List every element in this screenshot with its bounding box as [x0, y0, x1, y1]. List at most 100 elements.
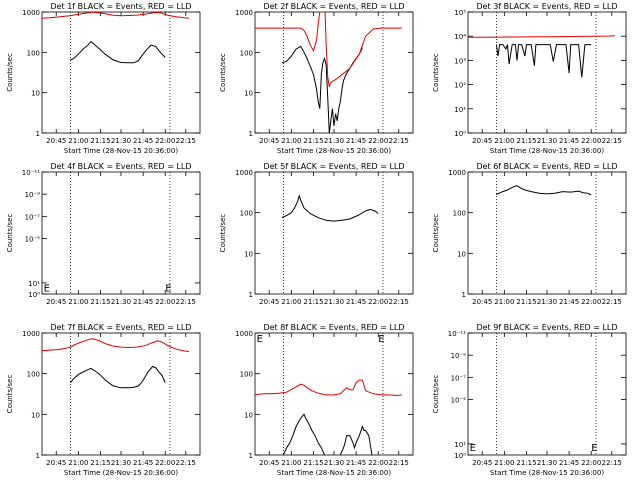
- panel-title: Det 9f BLACK = Events, RED = LLD: [476, 323, 617, 332]
- x-tick-label: 21:15: [90, 137, 110, 145]
- marker-label: E: [44, 284, 50, 295]
- y-tick-label: 10⁰: [454, 130, 466, 138]
- x-axis-label: Start Time (28-Nov-15 20:36:00): [64, 469, 178, 477]
- x-tick-label: 21:45: [559, 459, 579, 467]
- x-tick-label: 21:45: [133, 298, 153, 306]
- x-tick-label: 21:45: [346, 298, 366, 306]
- x-tick-label: 20:45: [472, 459, 492, 467]
- x-tick-label: 21:30: [324, 137, 344, 145]
- lld-series-line: [42, 338, 189, 352]
- x-tick-label: 22:00: [368, 298, 388, 306]
- events-series-line: [70, 40, 166, 64]
- y-tick-label: 10: [244, 250, 253, 258]
- y-tick-label: 100: [453, 210, 466, 218]
- x-tick-label: 21:30: [537, 298, 557, 306]
- x-tick-label: 22:15: [176, 459, 196, 467]
- y-tick-label: 1: [36, 452, 40, 460]
- y-tick-label: 1000: [22, 330, 40, 338]
- panel-title: Det 7f BLACK = Events, RED = LLD: [50, 323, 191, 332]
- y-tick-label: 1000: [235, 169, 253, 177]
- events-series-line: [495, 44, 592, 78]
- marker-label: E: [378, 334, 384, 345]
- y-tick-label: 1000: [22, 9, 40, 17]
- panel-title: Det 8f BLACK = Events, RED = LLD: [263, 323, 404, 332]
- y-tick-label: 10: [31, 90, 40, 98]
- y-tick-label: 10⁻¹¹: [22, 169, 40, 177]
- x-axis-label: Start Time (28-Nov-15 20:36:00): [490, 469, 604, 477]
- x-tick-label: 21:45: [559, 137, 579, 145]
- x-tick-label: 20:45: [259, 298, 279, 306]
- x-tick-label: 21:00: [494, 459, 514, 467]
- x-tick-label: 21:00: [494, 298, 514, 306]
- y-tick-label: 10⁻⁹: [451, 352, 467, 360]
- panel-title: Det 6f BLACK = Events, RED = LLD: [476, 162, 617, 171]
- y-tick-label: 10⁻⁵: [451, 397, 467, 405]
- x-tick-label: 21:00: [494, 137, 514, 145]
- y-tick-label: 10⁻⁵: [25, 236, 41, 244]
- y-tick-label: 10²: [454, 82, 466, 90]
- x-tick-label: 22:15: [389, 137, 409, 145]
- x-tick-label: 22:00: [368, 137, 388, 145]
- lld-series-line: [468, 35, 615, 38]
- x-tick-label: 21:00: [68, 137, 88, 145]
- x-tick-label: 21:30: [324, 298, 344, 306]
- x-tick-label: 22:00: [155, 137, 175, 145]
- x-tick-label: 22:15: [602, 298, 622, 306]
- x-tick-label: 20:45: [46, 137, 66, 145]
- x-tick-label: 22:00: [155, 298, 175, 306]
- x-axis-label: Start Time (28-Nov-15 20:36:00): [277, 469, 391, 477]
- x-tick-label: 21:45: [133, 459, 153, 467]
- events-series-line: [339, 425, 373, 455]
- y-tick-label: 1: [36, 130, 40, 138]
- y-tick-label: 10: [31, 411, 40, 419]
- events-series-line: [282, 413, 325, 455]
- y-tick-label: 1000: [235, 330, 253, 338]
- panel-title: Det 2f BLACK = Events, RED = LLD: [263, 2, 404, 11]
- x-tick-label: 22:15: [602, 137, 622, 145]
- x-tick-label: 22:00: [581, 137, 601, 145]
- x-tick-label: 22:00: [581, 459, 601, 467]
- x-tick-label: 21:00: [281, 137, 301, 145]
- events-series-line: [70, 365, 166, 389]
- y-tick-label: 100: [240, 49, 253, 57]
- y-tick-label: 100: [27, 49, 40, 57]
- x-tick-label: 21:30: [111, 459, 131, 467]
- y-tick-label: 10¹: [454, 106, 466, 114]
- x-tick-label: 21:15: [303, 459, 323, 467]
- x-tick-label: 21:30: [111, 137, 131, 145]
- x-axis-label: Start Time (28-Nov-15 20:36:00): [490, 147, 604, 155]
- y-tick-label: 10⁻⁷: [451, 374, 467, 382]
- x-tick-label: 21:30: [537, 137, 557, 145]
- x-tick-label: 21:30: [324, 459, 344, 467]
- x-tick-label: 20:45: [259, 137, 279, 145]
- y-axis-label: Counts/sec: [432, 53, 440, 92]
- y-axis-label: Counts/sec: [6, 214, 14, 253]
- x-tick-label: 20:45: [46, 298, 66, 306]
- panel-title: Det 5f BLACK = Events, RED = LLD: [263, 162, 404, 171]
- y-tick-label: 10⁴: [454, 33, 466, 41]
- marker-label: E: [591, 443, 597, 454]
- x-axis-label: Start Time (28-Nov-15 20:36:00): [64, 147, 178, 155]
- y-axis-label: Counts/sec: [219, 53, 227, 92]
- y-tick-label: 1000: [448, 169, 466, 177]
- y-tick-label: 10: [457, 250, 466, 258]
- events-series-line: [281, 194, 379, 222]
- x-tick-label: 22:00: [155, 459, 175, 467]
- panel-title: Det 4f BLACK = Events, RED = LLD: [50, 162, 191, 171]
- x-tick-label: 21:30: [537, 459, 557, 467]
- events-series-line: [496, 185, 592, 196]
- y-tick-label: 10⁻⁷: [25, 213, 41, 221]
- x-tick-label: 21:15: [516, 137, 536, 145]
- y-tick-label: 1: [249, 291, 253, 299]
- y-tick-label: 100: [240, 210, 253, 218]
- panel-title: Det 1f BLACK = Events, RED = LLD: [50, 2, 191, 11]
- y-tick-label: 1: [249, 452, 253, 460]
- y-axis-label: Counts/sec: [6, 375, 14, 414]
- y-tick-label: 10⁰: [454, 452, 466, 460]
